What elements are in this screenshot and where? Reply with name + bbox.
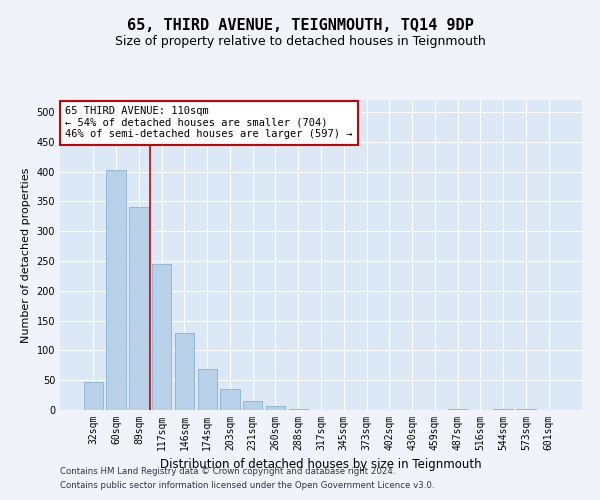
Bar <box>448 409 467 410</box>
Bar <box>175 332 194 410</box>
X-axis label: Distribution of detached houses by size in Teignmouth: Distribution of detached houses by size … <box>160 458 482 471</box>
Bar <box>106 170 126 410</box>
Bar <box>516 409 536 410</box>
Bar <box>266 406 285 410</box>
Bar <box>289 409 308 410</box>
Text: Size of property relative to detached houses in Teignmouth: Size of property relative to detached ho… <box>115 35 485 48</box>
Text: 65, THIRD AVENUE, TEIGNMOUTH, TQ14 9DP: 65, THIRD AVENUE, TEIGNMOUTH, TQ14 9DP <box>127 18 473 32</box>
Bar <box>152 264 172 410</box>
Bar <box>220 389 239 410</box>
Text: Contains public sector information licensed under the Open Government Licence v3: Contains public sector information licen… <box>60 481 434 490</box>
Bar <box>493 409 513 410</box>
Bar <box>243 401 262 410</box>
Bar <box>197 370 217 410</box>
Text: Contains HM Land Registry data © Crown copyright and database right 2024.: Contains HM Land Registry data © Crown c… <box>60 467 395 476</box>
Bar <box>129 208 149 410</box>
Bar <box>84 382 103 410</box>
Text: 65 THIRD AVENUE: 110sqm
← 54% of detached houses are smaller (704)
46% of semi-d: 65 THIRD AVENUE: 110sqm ← 54% of detache… <box>65 106 353 140</box>
Y-axis label: Number of detached properties: Number of detached properties <box>21 168 31 342</box>
